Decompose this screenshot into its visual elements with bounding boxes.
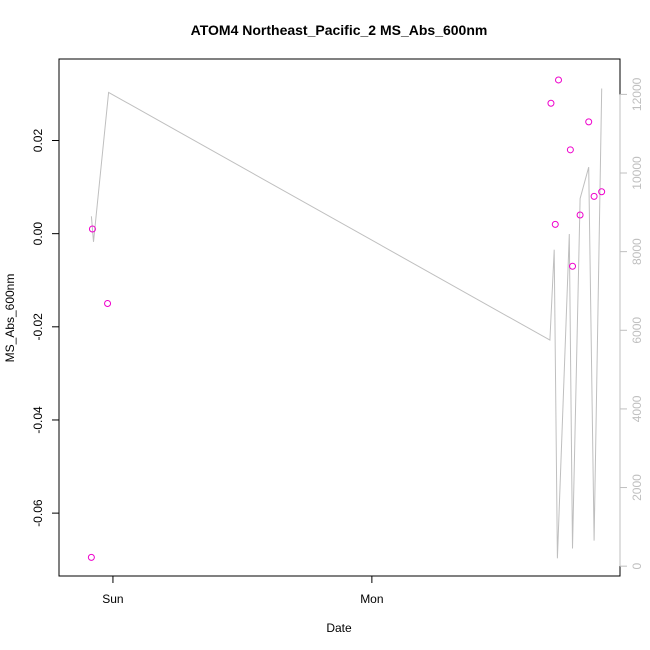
data-point	[576, 211, 584, 219]
y2-tick-label: 4000	[630, 395, 644, 422]
y-tick-label: -0.04	[31, 406, 45, 434]
y-tick-label: -0.06	[31, 499, 45, 527]
x-tick-label: Mon	[360, 592, 383, 606]
data-point	[547, 99, 555, 107]
data-point	[585, 118, 593, 126]
right-axis-series-group	[90, 88, 603, 559]
data-point	[551, 220, 559, 228]
data-point	[88, 225, 96, 233]
y-axis: -0.06 -0.04 -0.02 0.00 0.02	[31, 129, 60, 527]
y2-tick-label: 10000	[630, 156, 644, 190]
y2-tick-label: 2000	[630, 474, 644, 501]
data-point	[555, 76, 563, 84]
y-axis-label: MS_Abs_600nm	[3, 274, 17, 363]
left-axis-series-group	[87, 76, 606, 561]
chart-title: ATOM4 Northeast_Pacific_2 MS_Abs_600nm	[191, 22, 488, 38]
data-point	[598, 188, 606, 196]
y-tick-label: 0.00	[31, 222, 45, 246]
y2-axis: 0 2000 4000 6000 8000 10000 12000	[619, 77, 644, 570]
data-point	[566, 146, 574, 154]
data-point	[87, 553, 95, 561]
x-axis-label: Date	[326, 621, 352, 635]
y2-tick-label: 6000	[630, 317, 644, 344]
data-point	[569, 262, 577, 270]
y2-tick-label: 0	[630, 563, 644, 570]
y-tick-label: -0.02	[31, 313, 45, 341]
series-line	[90, 88, 603, 559]
y2-tick-label: 8000	[630, 238, 644, 265]
x-axis: Sun Mon	[102, 575, 384, 606]
y2-tick-label: 12000	[630, 77, 644, 111]
y-tick-label: 0.02	[31, 129, 45, 153]
x-tick-label: Sun	[102, 592, 123, 606]
data-point	[590, 192, 598, 200]
data-point	[104, 300, 112, 308]
